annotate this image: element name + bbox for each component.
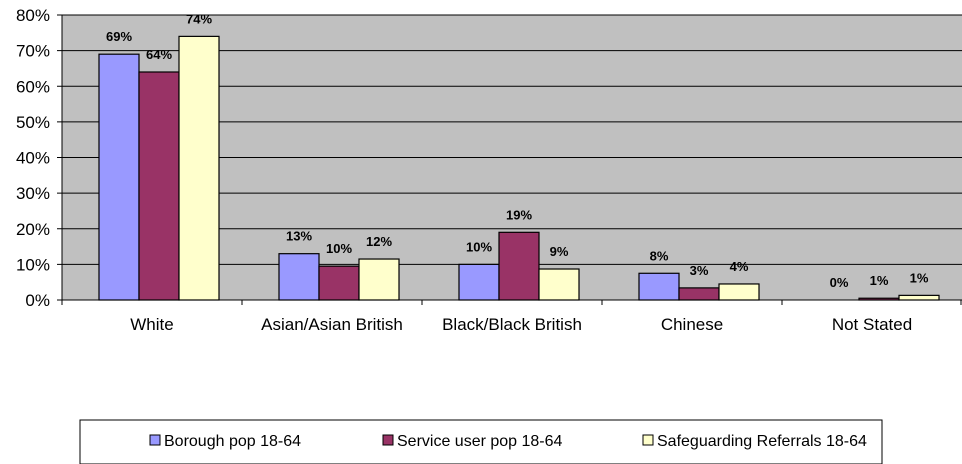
bar bbox=[678, 287, 720, 301]
legend: Borough pop 18-64 Service user pop 18-64 S… bbox=[79, 419, 883, 464]
data-label: 19% bbox=[506, 207, 532, 222]
data-label: 3% bbox=[690, 263, 709, 278]
data-label: 8% bbox=[650, 248, 669, 263]
data-labels: 69% 64% 74% 13% 10% 12% 10% 19% 9% 8% 3% 4% 0% 1% 1% bbox=[106, 11, 929, 290]
y-tick-labels: 0% 10% 20% 30% 40% 50% 60% 70% 80% bbox=[16, 6, 50, 310]
data-label: 12% bbox=[366, 234, 392, 249]
bar bbox=[178, 35, 220, 301]
y-tick-label: 0% bbox=[25, 291, 50, 310]
data-label: 64% bbox=[146, 47, 172, 62]
y-tick-label: 50% bbox=[16, 113, 50, 132]
y-tick-label: 10% bbox=[16, 255, 50, 274]
y-tick-label: 20% bbox=[16, 220, 50, 239]
category-label: Black/Black British bbox=[442, 315, 582, 334]
legend-swatch bbox=[149, 434, 161, 446]
legend-label: Service user pop 18-64 bbox=[397, 433, 563, 450]
category-label: Chinese bbox=[661, 315, 723, 334]
category-labels: White Asian/Asian British Black/Black Brit… bbox=[130, 315, 912, 334]
data-label: 13% bbox=[286, 229, 312, 244]
bar bbox=[138, 71, 180, 301]
data-label: 1% bbox=[910, 270, 929, 285]
bar bbox=[498, 231, 540, 301]
legend-label: Safeguarding Referrals 18-64 bbox=[657, 433, 867, 450]
bar bbox=[718, 283, 760, 301]
bar bbox=[638, 272, 680, 301]
y-tick-label: 60% bbox=[16, 77, 50, 96]
y-tick-label: 70% bbox=[16, 42, 50, 61]
bar bbox=[98, 53, 140, 301]
legend-swatch bbox=[382, 434, 394, 446]
data-label: 1% bbox=[870, 273, 889, 288]
data-label: 0% bbox=[830, 275, 849, 290]
bar bbox=[538, 268, 580, 301]
axes bbox=[57, 14, 962, 305]
data-label: 4% bbox=[730, 259, 749, 274]
bar bbox=[358, 258, 400, 301]
bar bbox=[278, 253, 320, 301]
data-label: 9% bbox=[550, 244, 569, 259]
y-tick-label: 80% bbox=[16, 6, 50, 25]
y-tick-label: 40% bbox=[16, 149, 50, 168]
category-label: Not Stated bbox=[832, 315, 912, 334]
legend-label: Borough pop 18-64 bbox=[164, 433, 301, 450]
legend-swatch bbox=[642, 434, 654, 446]
bar bbox=[898, 294, 940, 301]
bar bbox=[458, 263, 500, 301]
data-label: 74% bbox=[186, 11, 212, 26]
category-label: White bbox=[130, 315, 173, 334]
legend-box bbox=[79, 419, 883, 464]
data-label: 10% bbox=[326, 241, 352, 256]
data-label: 10% bbox=[466, 239, 492, 254]
category-label: Asian/Asian British bbox=[261, 315, 403, 334]
y-tick-label: 30% bbox=[16, 184, 50, 203]
bar bbox=[318, 265, 360, 301]
data-label: 69% bbox=[106, 29, 132, 44]
bars bbox=[98, 35, 940, 301]
